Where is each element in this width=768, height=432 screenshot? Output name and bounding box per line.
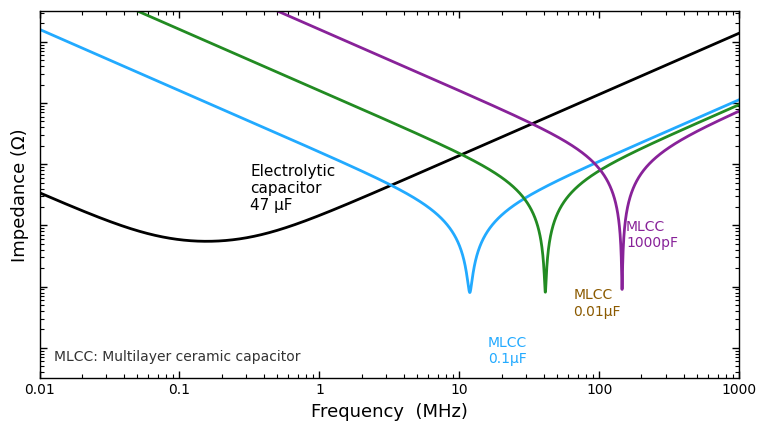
Text: MLCC
0.1μF: MLCC 0.1μF xyxy=(488,336,527,366)
Text: MLCC
1000pF: MLCC 1000pF xyxy=(626,219,678,250)
Text: MLCC
0.01μF: MLCC 0.01μF xyxy=(573,289,621,319)
X-axis label: Frequency  (MHz): Frequency (MHz) xyxy=(311,403,468,421)
Y-axis label: Impedance (Ω): Impedance (Ω) xyxy=(11,128,29,262)
Text: Electrolytic
capacitor
47 μF: Electrolytic capacitor 47 μF xyxy=(250,164,336,213)
Text: MLCC: Multilayer ceramic capacitor: MLCC: Multilayer ceramic capacitor xyxy=(54,350,300,364)
